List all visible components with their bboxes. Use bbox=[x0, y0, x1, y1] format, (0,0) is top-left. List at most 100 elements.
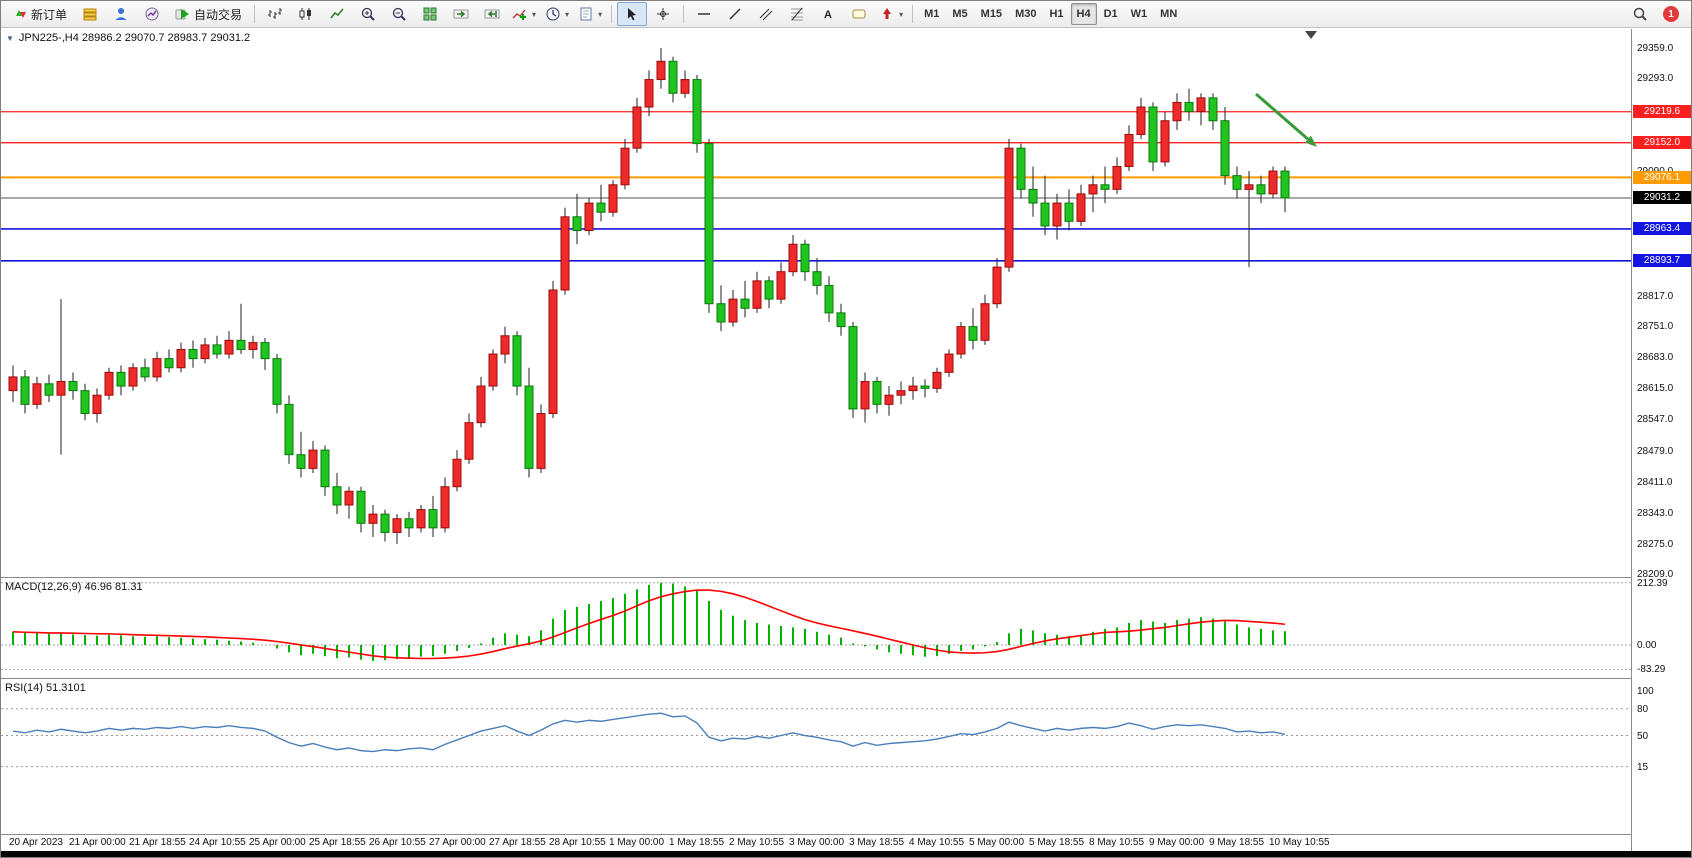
profiles-button[interactable] bbox=[106, 2, 136, 26]
main-price-chart[interactable] bbox=[1, 29, 1631, 577]
panel-divider[interactable] bbox=[1, 678, 1691, 679]
candle bbox=[260, 338, 270, 371]
candle bbox=[320, 445, 330, 496]
channel-tool-button[interactable] bbox=[751, 2, 781, 26]
quote-header: ▼ JPN225-,H4 28986.2 29070.7 28983.7 290… bbox=[6, 32, 250, 44]
price-badge-resistance: 29219.6 bbox=[1633, 105, 1691, 119]
search-button[interactable] bbox=[1625, 2, 1655, 26]
candle bbox=[1124, 125, 1134, 172]
candle bbox=[764, 276, 774, 309]
arrow-annotation[interactable] bbox=[1255, 92, 1317, 147]
candle bbox=[1280, 166, 1290, 213]
timeframe-m5-button[interactable]: M5 bbox=[952, 8, 968, 20]
macd-axis-tick: 212.39 bbox=[1637, 577, 1668, 589]
timeframe-m1-button[interactable]: M1 bbox=[924, 8, 940, 20]
market-watch-button[interactable] bbox=[137, 2, 167, 26]
candle bbox=[956, 322, 966, 359]
horizontal-line-tool-button[interactable] bbox=[689, 2, 719, 26]
timeframe-w1-button[interactable]: W1 bbox=[1130, 8, 1148, 20]
new-chart-button[interactable] bbox=[75, 2, 105, 26]
candle bbox=[56, 299, 66, 455]
panel-divider bbox=[1, 834, 1691, 835]
timeframe-d1-button[interactable]: D1 bbox=[1103, 8, 1118, 20]
indicators-dropdown-caret[interactable]: ▾ bbox=[532, 9, 537, 19]
horizontal-line-icon bbox=[696, 6, 712, 22]
channel-icon bbox=[758, 6, 774, 22]
candle bbox=[272, 354, 282, 414]
fibonacci-tool-button[interactable] bbox=[782, 2, 812, 26]
time-tick: 8 May 10:55 bbox=[1089, 837, 1145, 848]
candle bbox=[620, 139, 630, 190]
periods-button[interactable]: ▾ bbox=[541, 2, 573, 26]
chart-area[interactable]: ▼ JPN225-,H4 28986.2 29070.7 28983.7 290… bbox=[1, 29, 1691, 857]
price-tick: 29359.0 bbox=[1637, 43, 1674, 54]
periods-dropdown-caret[interactable]: ▾ bbox=[565, 9, 570, 19]
candle bbox=[968, 308, 978, 350]
symbol-dropdown-icon[interactable]: ▼ bbox=[6, 33, 14, 43]
rsi-axis-tick: 15 bbox=[1637, 761, 1649, 773]
crosshair-tool-button[interactable] bbox=[648, 2, 678, 26]
zoom-out-button[interactable] bbox=[384, 2, 414, 26]
arrows-dropdown-caret[interactable]: ▾ bbox=[899, 9, 904, 19]
timeframe-m30-button[interactable]: M30 bbox=[1015, 8, 1037, 20]
label-tool-button[interactable] bbox=[844, 2, 874, 26]
profile-person-icon bbox=[113, 6, 129, 22]
rsi-axis-tick: 80 bbox=[1637, 703, 1649, 715]
chart-shift-marker[interactable] bbox=[1305, 31, 1317, 39]
timeframe-mn-button[interactable]: MN bbox=[1160, 8, 1178, 20]
candle bbox=[1016, 143, 1026, 199]
notification-badge[interactable]: 1 bbox=[1663, 6, 1679, 22]
auto-trading-button[interactable]: 自动交易 bbox=[168, 2, 249, 26]
time-tick: 1 May 18:55 bbox=[669, 837, 725, 848]
price-tick: 28343.0 bbox=[1637, 507, 1674, 519]
candle bbox=[680, 70, 690, 98]
new-order-label: 新订单 bbox=[31, 7, 68, 22]
text-tool-button[interactable]: A bbox=[813, 2, 843, 26]
candle bbox=[1100, 166, 1110, 204]
trendline-tool-button[interactable] bbox=[720, 2, 750, 26]
candle bbox=[128, 363, 138, 391]
candle bbox=[92, 388, 102, 423]
candle bbox=[224, 331, 234, 359]
rsi-panel[interactable] bbox=[1, 679, 1631, 835]
candle bbox=[1244, 171, 1254, 268]
candle bbox=[296, 431, 306, 478]
timeframe-h4-button[interactable]: H4 bbox=[1070, 3, 1097, 25]
indicators-button[interactable]: ▾ bbox=[508, 2, 540, 26]
tile-windows-button[interactable] bbox=[415, 2, 445, 26]
time-tick: 21 Apr 00:00 bbox=[69, 837, 126, 848]
zoom-in-button[interactable] bbox=[353, 2, 383, 26]
cursor-tool-button[interactable] bbox=[617, 2, 648, 26]
price-tick: 28275.0 bbox=[1637, 538, 1674, 550]
candle bbox=[872, 376, 882, 414]
auto-scroll-button[interactable] bbox=[446, 2, 476, 26]
templates-dropdown-caret[interactable]: ▾ bbox=[598, 9, 603, 19]
candle bbox=[1232, 166, 1242, 199]
candle bbox=[188, 340, 198, 368]
candle bbox=[560, 207, 570, 295]
candlestick-mode-button[interactable] bbox=[291, 2, 321, 26]
time-tick: 26 Apr 10:55 bbox=[369, 837, 426, 848]
panel-divider[interactable] bbox=[1, 577, 1691, 578]
candle bbox=[980, 294, 990, 345]
price-tick: 28683.0 bbox=[1637, 352, 1674, 364]
candle bbox=[1040, 175, 1050, 236]
rsi-axis-tick: 100 bbox=[1637, 686, 1654, 697]
trendline-icon bbox=[727, 6, 743, 22]
line-chart-mode-button[interactable] bbox=[322, 2, 352, 26]
new-order-button[interactable]: 新订单 bbox=[5, 2, 74, 26]
candle bbox=[716, 285, 726, 332]
chart-shift-button[interactable] bbox=[477, 2, 507, 26]
timeframe-h1-button[interactable]: H1 bbox=[1049, 8, 1064, 20]
candle bbox=[1136, 97, 1146, 140]
time-tick: 5 May 00:00 bbox=[969, 837, 1025, 848]
arrows-tool-button[interactable]: ▾ bbox=[875, 2, 907, 26]
candle bbox=[608, 180, 618, 217]
line-chart-icon bbox=[329, 6, 345, 22]
templates-button[interactable]: ▾ bbox=[574, 2, 606, 26]
timeframe-m15-button[interactable]: M15 bbox=[980, 8, 1003, 20]
clock-icon bbox=[545, 6, 561, 22]
bar-chart-mode-button[interactable] bbox=[260, 2, 290, 26]
macd-panel[interactable] bbox=[1, 578, 1631, 678]
